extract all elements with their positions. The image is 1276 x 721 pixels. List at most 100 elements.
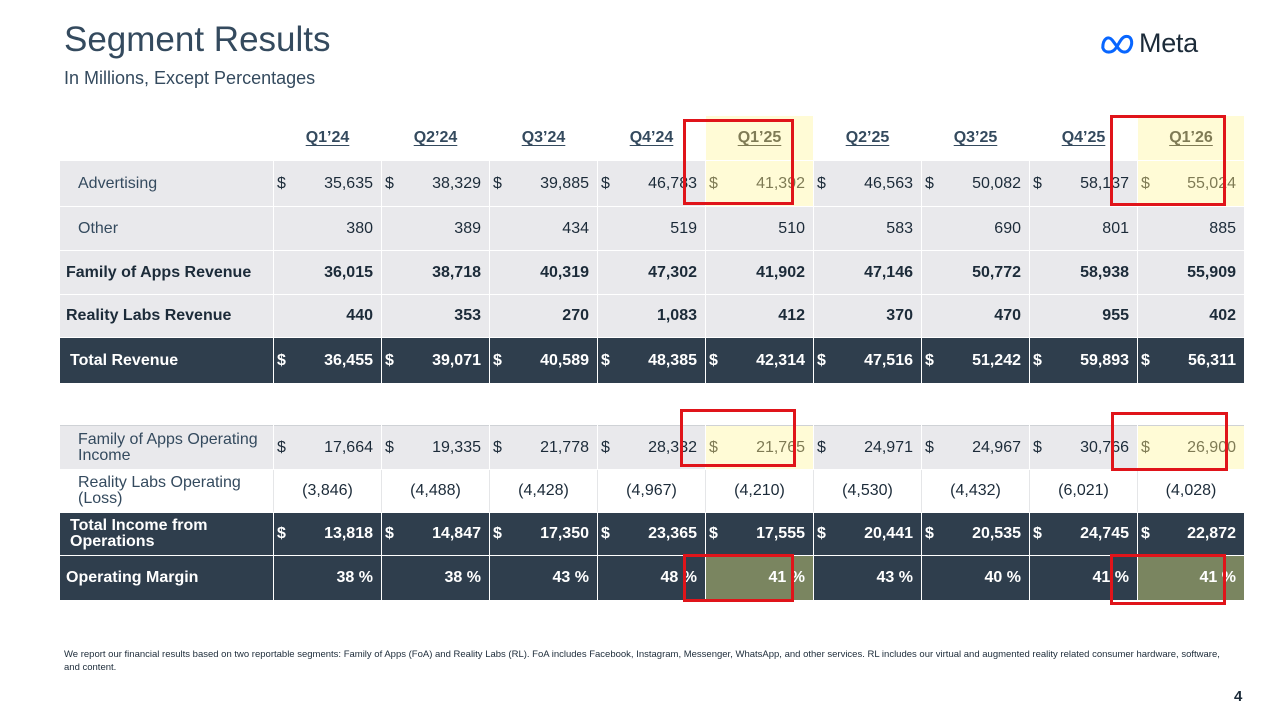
table-cell: 389 [454, 219, 481, 237]
table-cell: 353 [454, 307, 481, 324]
table-cell: 55,909 [1187, 263, 1236, 281]
currency-sign: $ [385, 438, 394, 456]
currency-sign: $ [1033, 174, 1042, 192]
row-label: Operating Margin [59, 555, 274, 601]
table-cell: 47,516 [864, 351, 913, 369]
table-cell: 690 [994, 219, 1021, 237]
table-cell: 13,818 [324, 525, 373, 542]
table-cell: 21,778 [540, 438, 589, 456]
currency-sign: $ [1141, 525, 1150, 542]
currency-sign: $ [1033, 351, 1042, 369]
currency-sign: $ [601, 525, 610, 542]
table-cell: 58,137 [1080, 174, 1129, 192]
table-cell: 24,971 [864, 438, 913, 456]
currency-sign: $ [1141, 438, 1150, 456]
table-cell: 40,589 [540, 351, 589, 369]
page-subtitle: In Millions, Except Percentages [64, 68, 316, 88]
table-cell: 38 % [444, 569, 481, 586]
table-cell: 17,555 [756, 525, 805, 542]
table-cell: 440 [346, 307, 373, 324]
currency-sign: $ [277, 351, 286, 369]
table-cell: 48 % [660, 569, 697, 586]
currency-sign: $ [601, 351, 610, 369]
table-cell: 470 [994, 307, 1021, 324]
table-cell: 41 % [1092, 569, 1129, 586]
table-cell-highlighted: 21,765 [756, 438, 805, 456]
table-cell: 40 % [984, 569, 1021, 586]
currency-sign: $ [817, 351, 826, 369]
table-cell: 47,146 [864, 263, 913, 281]
meta-logo: Meta [1099, 28, 1198, 59]
table-row-rl-revenue: Reality Labs Revenue 440 353 270 1,083 4… [59, 294, 1244, 338]
quarter-header: Q3’24 [489, 116, 598, 161]
table-cell: 583 [886, 219, 913, 237]
currency-sign: $ [709, 525, 718, 542]
table-cell-highlighted: 26,900 [1187, 438, 1236, 456]
page-title: Segment Results [64, 20, 331, 59]
table-cell: 30,766 [1080, 438, 1129, 456]
table-cell: 47,302 [648, 263, 697, 281]
page-number: 4 [1234, 688, 1243, 705]
quarter-header: Q2’25 [813, 116, 922, 161]
table-cell: 46,783 [648, 174, 697, 192]
table-cell: 434 [562, 219, 589, 237]
currency-sign: $ [493, 174, 502, 192]
quarter-header-highlighted: Q1’25 [705, 116, 814, 161]
currency-sign: $ [1141, 351, 1150, 369]
table-cell: 40,319 [540, 263, 589, 281]
currency-sign: $ [1033, 525, 1042, 542]
currency-sign: $ [925, 174, 934, 192]
currency-sign: $ [817, 438, 826, 456]
table-cell: 56,311 [1187, 351, 1236, 369]
table-cell: 20,441 [864, 525, 913, 542]
table-cell: 39,885 [540, 174, 589, 192]
table-cell: (4,210) [734, 482, 785, 499]
quarter-header: Q1’24 [273, 116, 382, 161]
table-row-other: Other 380 389 434 519 510 583 690 801 88… [59, 206, 1244, 251]
table-cell: 24,745 [1080, 525, 1129, 542]
table-row-total-revenue: Total Revenue $36,455 $39,071 $40,589 $4… [59, 337, 1244, 384]
currency-sign: $ [1141, 174, 1150, 192]
table-row-total-income: Total Income from Operations $13,818 $14… [59, 512, 1244, 556]
table-cell: (4,967) [626, 482, 677, 499]
quarter-header: Q2’24 [381, 116, 490, 161]
table-cell: 58,938 [1080, 263, 1129, 281]
currency-sign: $ [493, 525, 502, 542]
table-cell: 51,242 [972, 351, 1021, 369]
table-cell-highlighted: 55,024 [1187, 174, 1236, 192]
currency-sign: $ [493, 351, 502, 369]
currency-sign: $ [385, 174, 394, 192]
table-cell: 38 % [336, 569, 373, 586]
table-row-operating-margin: Operating Margin 38 % 38 % 43 % 48 % 41 … [59, 555, 1244, 601]
currency-sign: $ [925, 525, 934, 542]
table-cell: (3,846) [302, 482, 353, 499]
table-cell-highlighted: 41,392 [756, 174, 805, 192]
table-cell: (4,028) [1165, 482, 1217, 499]
table-cell: (4,530) [842, 482, 893, 499]
currency-sign: $ [925, 438, 934, 456]
table-row-advertising: Advertising $35,635 $38,329 $39,885 $46,… [59, 160, 1244, 207]
table-cell: 885 [1209, 219, 1236, 237]
table-row-rl-operating-loss: Reality Labs Operating (Loss) (3,846) (4… [59, 469, 1244, 513]
currency-sign: $ [385, 351, 394, 369]
table-cell: 38,329 [432, 174, 481, 192]
table-cell: 46,563 [864, 174, 913, 192]
table-cell: 412 [778, 307, 805, 324]
table-cell: 402 [1209, 307, 1236, 324]
table-cell: 510 [778, 219, 805, 237]
table-cell: 23,365 [648, 525, 697, 542]
currency-sign: $ [277, 438, 286, 456]
table-cell: 42,314 [756, 351, 805, 369]
currency-sign: $ [277, 525, 286, 542]
table-row-foa-income: Family of Apps Operating Income $17,664 … [59, 425, 1244, 470]
row-label: Family of Apps Revenue [59, 250, 274, 295]
table-cell: 43 % [552, 569, 589, 586]
table-cell: 19,335 [432, 438, 481, 456]
meta-infinity-icon [1101, 34, 1134, 54]
table-cell: 519 [670, 219, 697, 237]
table-cell: 1,083 [656, 307, 697, 324]
table-cell: 50,772 [972, 263, 1021, 281]
footnote: We report our financial results based on… [64, 649, 1220, 673]
currency-sign: $ [817, 525, 826, 542]
operating-income-table: Family of Apps Operating Income $17,664 … [59, 425, 1244, 601]
